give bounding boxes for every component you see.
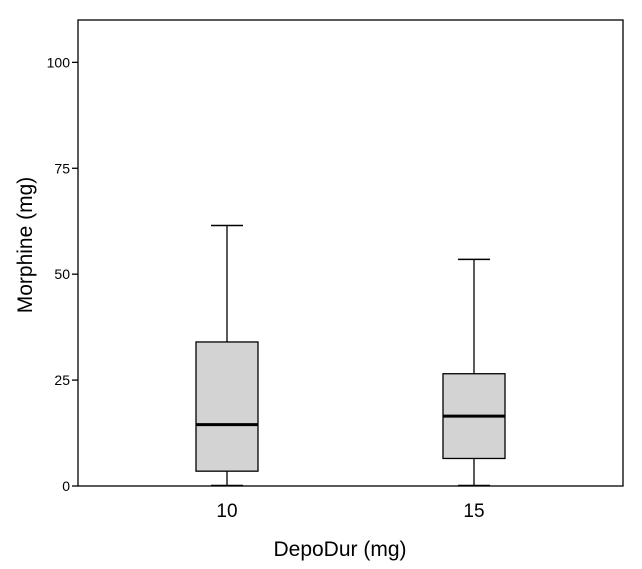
x-category-label: 15 — [463, 501, 484, 522]
box-10 — [195, 224, 259, 487]
plot-frame — [77, 19, 624, 487]
box-series — [195, 224, 506, 487]
y-tick-label: 50 — [54, 266, 70, 282]
y-tick-label: 100 — [47, 54, 71, 70]
x-category-label: 10 — [216, 501, 237, 522]
y-axis-title: Morphine (mg) — [14, 177, 37, 314]
box-15 — [442, 258, 506, 487]
y-tick-label: 75 — [54, 160, 70, 176]
x-axis-title: DepoDur (mg) — [273, 538, 406, 561]
y-tick-label: 0 — [62, 478, 70, 494]
y-axis: 0 25 50 75 100 — [47, 54, 78, 494]
x-axis: 10 15 — [216, 501, 484, 522]
y-tick-label: 25 — [54, 372, 70, 388]
iqr-box — [195, 341, 259, 472]
